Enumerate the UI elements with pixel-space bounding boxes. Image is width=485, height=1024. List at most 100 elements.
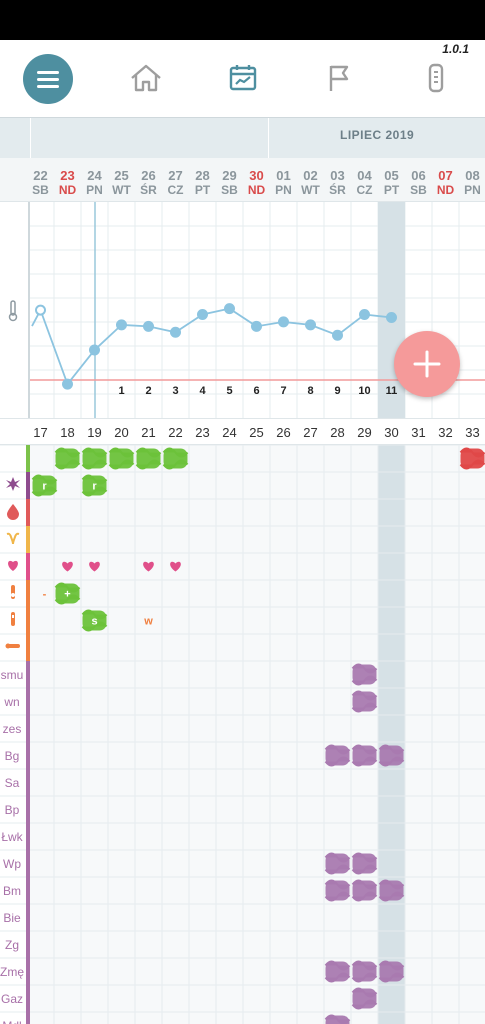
day-number: 08: [465, 168, 480, 183]
row-label[interactable]: Bg: [0, 742, 30, 769]
day-column-header[interactable]: 26 ŚR: [135, 158, 162, 202]
cell-text: +: [64, 589, 70, 601]
row-label[interactable]: [0, 445, 30, 472]
observations-grid-svg: r r - + s w: [0, 445, 485, 1024]
row-label[interactable]: Bm: [0, 877, 30, 904]
row-label-text: Łwk: [1, 829, 23, 844]
cell-text: w: [143, 616, 153, 628]
weekday-label: ND: [247, 183, 266, 197]
row-label[interactable]: Sa: [0, 769, 30, 796]
weekday-label: PN: [275, 183, 292, 197]
device-button[interactable]: [410, 52, 462, 104]
row-label[interactable]: wn: [0, 688, 30, 715]
weekday-label: WT: [301, 183, 320, 197]
cycle-day-number: 19: [87, 425, 102, 440]
day-number: 22: [33, 168, 48, 183]
row-label[interactable]: [0, 472, 30, 499]
grid-background: [30, 445, 485, 1024]
day-number: 01: [276, 168, 291, 183]
status-bar: [0, 0, 485, 40]
day-column-header[interactable]: 30 ND: [243, 158, 270, 202]
day-column-header[interactable]: 28 PT: [189, 158, 216, 202]
weekday-label: ND: [58, 183, 77, 197]
cycle-day-number: 25: [249, 425, 264, 440]
cycle-day-number: 22: [168, 425, 183, 440]
row-label[interactable]: Bp: [0, 796, 30, 823]
temperature-point: [197, 309, 208, 321]
row-label[interactable]: Łwk: [0, 823, 30, 850]
day-column-header[interactable]: 24 PN: [81, 158, 108, 202]
weekday-label: SB: [221, 183, 238, 197]
day-column-header[interactable]: 23 ND: [54, 158, 81, 202]
row-label[interactable]: Mdl: [0, 1012, 30, 1024]
day-column-header[interactable]: 02 WT: [297, 158, 324, 202]
cycle-day-number: 29: [357, 425, 372, 440]
weekday-label: WT: [112, 183, 131, 197]
day-column-header[interactable]: 22 SB: [27, 158, 54, 202]
menu-button[interactable]: [23, 54, 73, 104]
row-label[interactable]: [0, 607, 30, 634]
row-label[interactable]: Zmę: [0, 958, 30, 985]
row-label[interactable]: Wp: [0, 850, 30, 877]
row-label[interactable]: Zg: [0, 931, 30, 958]
observation-mark: [378, 744, 405, 767]
weekday-label: SB: [32, 183, 49, 197]
day-column-header[interactable]: 01 PN: [270, 158, 297, 202]
flag-button[interactable]: [313, 52, 365, 104]
temperature-point: [62, 378, 73, 390]
observation-mark: [324, 744, 351, 767]
row-color-bar: [26, 796, 30, 823]
row-color-bar: [26, 985, 30, 1012]
day-number: 04: [357, 168, 372, 183]
row-color-bar: [26, 445, 30, 472]
chart-tab-button[interactable]: [217, 52, 269, 104]
day-column-header[interactable]: 07 ND: [432, 158, 459, 202]
row-color-bar: [26, 526, 30, 553]
weekday-label: ND: [436, 183, 455, 197]
day-column-header[interactable]: 29 SB: [216, 158, 243, 202]
weekday-label: ŚR: [140, 183, 157, 197]
home-button[interactable]: [120, 52, 172, 104]
row-label[interactable]: Gaz: [0, 985, 30, 1012]
row-label[interactable]: [0, 580, 30, 607]
post-cursor-day-label: 9: [334, 385, 340, 397]
day-column-header[interactable]: 05 PT: [378, 158, 405, 202]
day-column-header[interactable]: 25 WT: [108, 158, 135, 202]
cell-text: -: [43, 589, 47, 601]
row-label[interactable]: [0, 526, 30, 553]
menu-icon-bar: [37, 78, 59, 81]
row-label[interactable]: zes: [0, 715, 30, 742]
day-column-header[interactable]: 06 SB: [405, 158, 432, 202]
day-column-header[interactable]: 08 PN: [459, 158, 485, 202]
observation-mark: [378, 960, 405, 983]
post-cursor-day-label: 8: [307, 385, 313, 397]
row-label[interactable]: [0, 499, 30, 526]
heart-mark: [62, 561, 73, 572]
day-column-header[interactable]: 04 CZ: [351, 158, 378, 202]
test-plus-icon: [4, 583, 26, 604]
row-color-bar: [26, 472, 30, 499]
day-column-header[interactable]: 27 CZ: [162, 158, 189, 202]
row-color-bar: [26, 742, 30, 769]
row-color-bar: [26, 931, 30, 958]
temperature-point: [278, 316, 289, 328]
row-color-bar: [26, 958, 30, 985]
cell-text: s: [91, 616, 97, 628]
drop-icon: [4, 502, 26, 523]
add-entry-button[interactable]: [394, 331, 460, 397]
day-number: 03: [330, 168, 345, 183]
row-label[interactable]: [0, 553, 30, 580]
test-strip-icon: [4, 610, 26, 631]
day-number: 23: [60, 168, 75, 183]
row-label[interactable]: Bie: [0, 904, 30, 931]
mucus-splat-icon: [4, 475, 26, 496]
row-label[interactable]: [0, 634, 30, 661]
row-color-bar: [26, 904, 30, 931]
row-label[interactable]: smu: [0, 661, 30, 688]
observation-mark: [54, 447, 81, 470]
post-cursor-day-label: 1: [118, 385, 124, 397]
day-number: 06: [411, 168, 426, 183]
row-color-bar: [26, 823, 30, 850]
observations-grid[interactable]: r r - + s w smu wn zes Bg Sa Bp Łwk Wp Bm Bie Zg Zmę Gaz M…: [0, 445, 485, 1024]
day-column-header[interactable]: 03 ŚR: [324, 158, 351, 202]
